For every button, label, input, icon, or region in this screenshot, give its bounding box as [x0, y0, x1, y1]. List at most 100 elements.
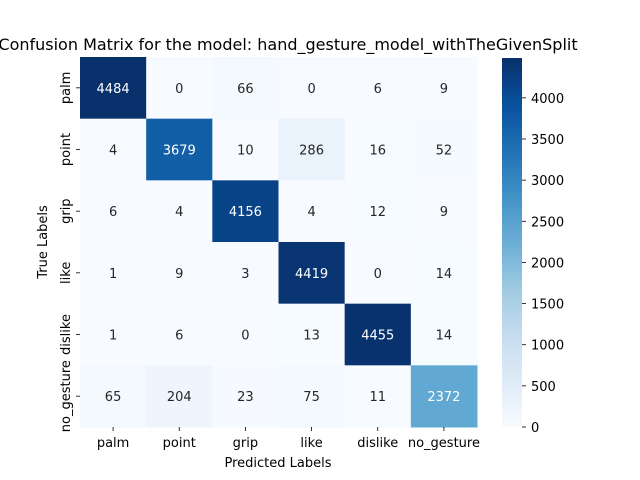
- y-tick-label: like: [59, 262, 74, 284]
- cell-value-label: 16: [369, 144, 386, 159]
- cell-value-label: 4484: [97, 82, 130, 97]
- cell-value-label: 4: [307, 205, 315, 220]
- heatmap-cell: [278, 242, 346, 305]
- cell-value-label: 4: [175, 205, 183, 220]
- heatmap-cell: [80, 365, 147, 428]
- y-tick-label: no_gesture: [59, 360, 74, 432]
- y-tick-label: dislike: [59, 314, 74, 355]
- cell-value-label: 9: [440, 205, 448, 220]
- cell-value-label: 14: [436, 329, 453, 344]
- cell-value-label: 65: [105, 390, 122, 405]
- cell-value-label: 0: [175, 82, 183, 97]
- colorbar-tick-label: 2500: [531, 215, 564, 230]
- cell-value-label: 0: [307, 82, 315, 97]
- cell-value-label: 286: [299, 144, 324, 159]
- heatmap-cell: [344, 180, 412, 243]
- chart-title: Confusion Matrix for the model: hand_ges…: [0, 35, 578, 55]
- heatmap-cell: [344, 57, 412, 120]
- colorbar-tick-label: 2000: [531, 256, 564, 271]
- heatmap-cell: [80, 180, 147, 243]
- cell-value-label: 13: [303, 329, 320, 344]
- cell-value-label: 4419: [295, 267, 328, 282]
- cell-value-label: 14: [436, 267, 453, 282]
- cell-value-label: 4156: [229, 205, 262, 220]
- heatmap-cell: [146, 242, 213, 305]
- heatmap-cell: [278, 303, 346, 366]
- x-tick-label: no_gesture: [408, 436, 480, 451]
- heatmap-cell: [410, 242, 478, 305]
- heatmap-cell: [212, 365, 279, 428]
- cell-value-label: 11: [369, 390, 386, 405]
- heatmap-cell: [146, 118, 213, 181]
- cell-value-label: 2372: [427, 390, 460, 405]
- colorbar-tick-label: 1000: [531, 339, 564, 354]
- cell-value-label: 10: [237, 144, 254, 159]
- cell-value-label: 6: [175, 329, 183, 344]
- heatmap-cell: [212, 242, 279, 305]
- cell-value-label: 0: [241, 329, 249, 344]
- heatmap-cell: [146, 365, 213, 428]
- heatmap-cell: [278, 57, 346, 120]
- heatmap-cell: [278, 118, 346, 181]
- x-tick-label: palm: [97, 436, 130, 451]
- heatmap-cell: [278, 180, 346, 243]
- cell-value-label: 23: [237, 390, 254, 405]
- x-tick-label: grip: [233, 436, 258, 451]
- cell-value-label: 12: [369, 205, 386, 220]
- x-tick-label: point: [163, 436, 196, 451]
- heatmap-cell: [344, 365, 412, 428]
- y-tick-label: point: [59, 133, 74, 166]
- heatmap-cell: [344, 303, 412, 366]
- y-tick-label: palm: [59, 72, 74, 105]
- y-tick-label: grip: [59, 198, 74, 223]
- y-axis-ticks: palm point grip like dislike no_gesture: [59, 72, 80, 432]
- heatmap-cell: [146, 180, 213, 243]
- cell-value-label: 9: [175, 267, 183, 282]
- colorbar-tick-label: 0: [531, 421, 539, 436]
- cell-value-label: 3679: [163, 144, 196, 159]
- colorbar-tick-label: 500: [531, 380, 556, 395]
- heatmap-cell: [410, 303, 478, 366]
- x-tick-label: like: [300, 436, 322, 451]
- x-axis-ticks: palm point grip like dislike no_gesture: [97, 427, 480, 451]
- heatmap-cell: [80, 118, 147, 181]
- heatmap-cell: [410, 118, 478, 181]
- heatmap-cell: [212, 57, 279, 120]
- y-axis-label: True Labels: [36, 205, 51, 280]
- cell-value-label: 6: [374, 82, 382, 97]
- x-axis-label: Predicted Labels: [224, 456, 331, 471]
- colorbar-tick-label: 1500: [531, 298, 564, 313]
- cell-value-label: 4455: [361, 329, 394, 344]
- colorbar: [502, 58, 522, 427]
- cell-value-label: 3: [241, 267, 249, 282]
- colorbar-ticks: 0 500 1000 1500 2000 2500 3000 3500 4000: [522, 92, 564, 436]
- heatmap-cell: [146, 57, 213, 120]
- cell-value-label: 52: [436, 144, 453, 159]
- cell-value-label: 204: [167, 390, 192, 405]
- heatmap-cell: [80, 303, 147, 366]
- heatmap-cells: 4484 0 66 0 6 9 4 3679 10 286 16 52 6 4 4156 4 12 9 1 9 3 441…: [80, 57, 478, 428]
- cell-value-label: 1: [109, 329, 117, 344]
- x-tick-label: dislike: [357, 436, 398, 451]
- cell-value-label: 0: [374, 267, 382, 282]
- colorbar-tick-label: 3000: [531, 174, 564, 189]
- cell-value-label: 9: [440, 82, 448, 97]
- colorbar-tick-label: 3500: [531, 133, 564, 148]
- heatmap-cell: [212, 180, 279, 243]
- cell-value-label: 75: [303, 390, 320, 405]
- heatmap-cell: [344, 242, 412, 305]
- heatmap-cell: [80, 242, 147, 305]
- heatmap-cell: [410, 365, 478, 428]
- heatmap-cell: [410, 180, 478, 243]
- heatmap-cell: [146, 303, 213, 366]
- colorbar-tick-label: 4000: [531, 92, 564, 107]
- cell-value-label: 66: [237, 82, 254, 97]
- cell-value-label: 6: [109, 205, 117, 220]
- cell-value-label: 4: [109, 144, 117, 159]
- heatmap-cell: [410, 57, 478, 120]
- heatmap-cell: [212, 118, 279, 181]
- heatmap-cell: [278, 365, 346, 428]
- heatmap-cell: [344, 118, 412, 181]
- heatmap-cell: [212, 303, 279, 366]
